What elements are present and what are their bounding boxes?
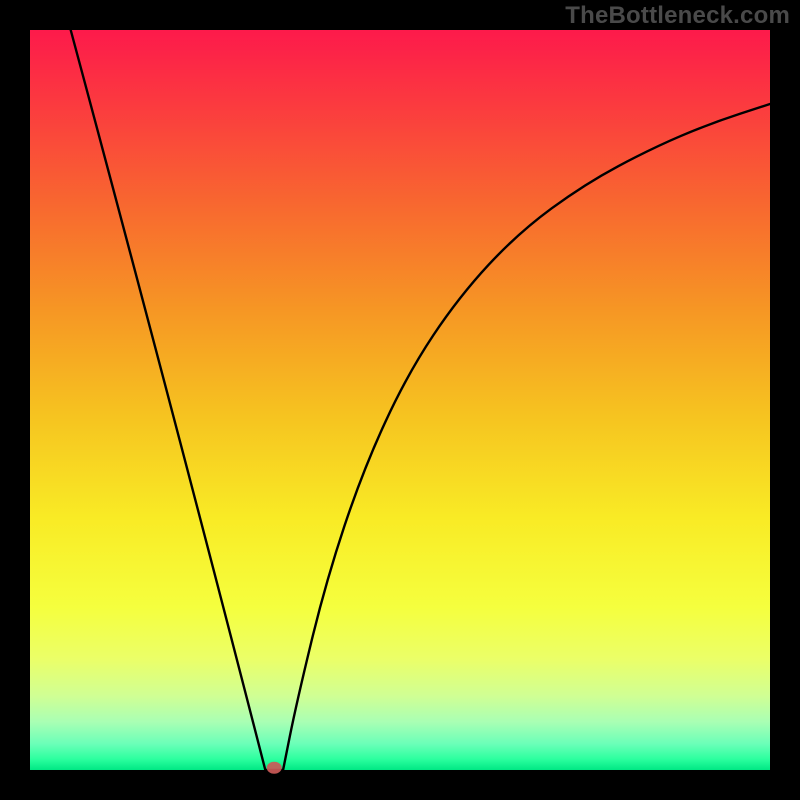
bottleneck-heatmap-chart [0, 0, 800, 800]
watermark-text: TheBottleneck.com [565, 2, 790, 30]
optimal-point-marker [267, 762, 282, 774]
chart-frame [0, 0, 800, 800]
plot-background-gradient [30, 30, 770, 770]
